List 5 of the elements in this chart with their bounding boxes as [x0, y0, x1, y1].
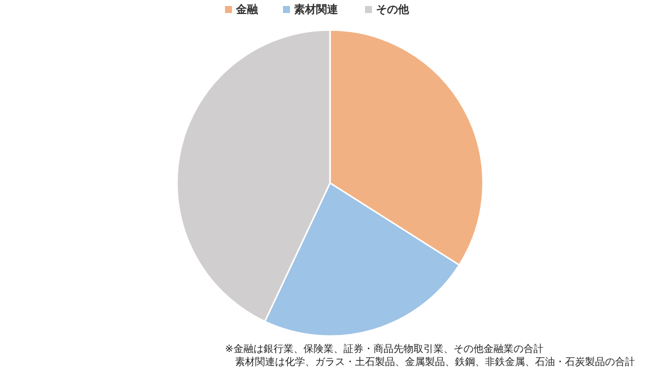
text: ※金融は銀行業、保険業、証券・商品先物取引業、その他金融業の合計: [225, 343, 544, 355]
text: 素材関連は化学、ガラス・土石製品、金属製品、鉄鋼、非鉄金属、石油・石炭製品の合計: [235, 356, 635, 368]
legend-label: その他: [376, 3, 410, 16]
legend-label: 素材関連: [294, 3, 339, 16]
legend-label: 金融: [235, 3, 259, 16]
